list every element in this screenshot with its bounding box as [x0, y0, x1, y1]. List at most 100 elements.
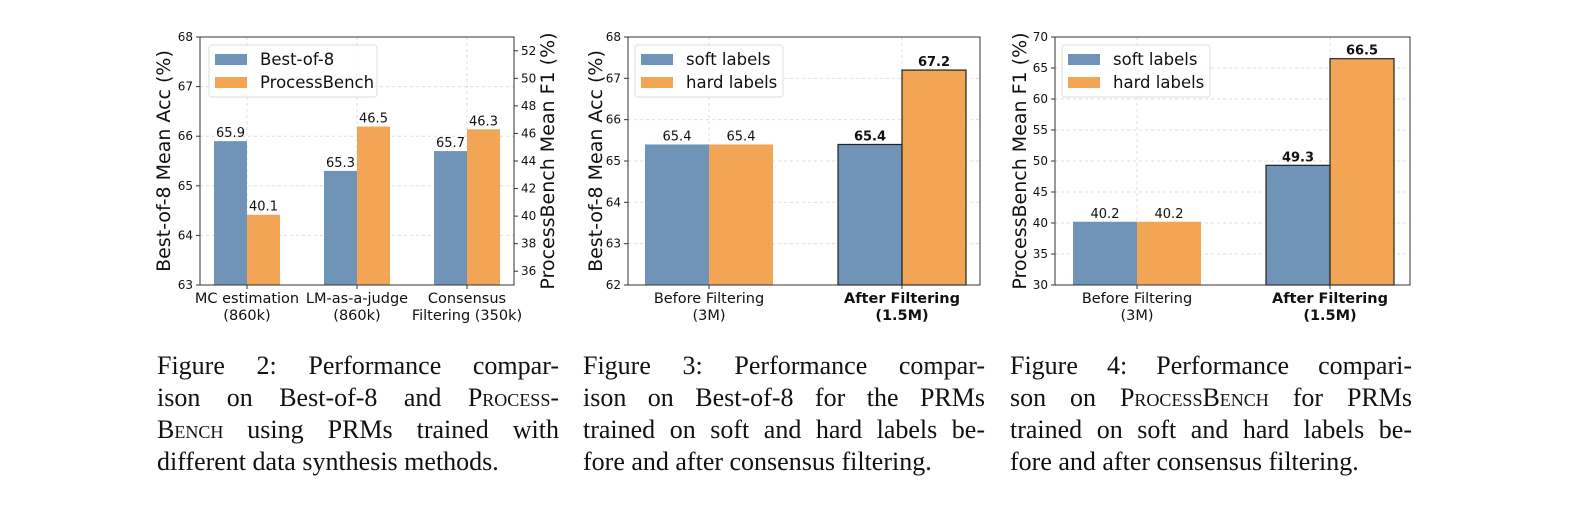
caption-line: ison on Best-of-8 and Process-: [157, 382, 559, 414]
caption-figure-3: Figure 3: Performance compar-ison on Bes…: [583, 350, 985, 478]
legend-swatch: [641, 77, 673, 88]
caption-line: trained on soft and hard labels be-: [583, 414, 985, 446]
caption-text: for PRMs: [1268, 383, 1412, 412]
caption-line: ison on Best-of-8 for the PRMs: [583, 382, 985, 414]
chart-3: 40.2 49.3 40.2 66.5 30 35 40 45 50 55 60 65 70Proces…: [1009, 30, 1411, 324]
legend-label: Best-of-8: [260, 50, 334, 69]
legend-swatch: [1068, 77, 1100, 88]
y-tick-label: 65: [606, 154, 621, 168]
y-right-tick-label: 48: [521, 99, 536, 113]
y-right-tick-label: 52: [521, 44, 536, 58]
caption-text: Figure 2: Performance compar-: [157, 351, 559, 380]
data-label: 65.9: [216, 126, 245, 141]
legend-swatch: [1068, 54, 1100, 65]
y-tick-label: 60: [1033, 92, 1048, 106]
data-label: 66.5: [1346, 44, 1378, 59]
data-label: 40.1: [249, 200, 278, 215]
caption-line: Bench using PRMs trained with: [157, 414, 559, 446]
data-label: 65.4: [854, 129, 886, 144]
caption-line: son on ProcessBench for PRMs: [1010, 382, 1412, 414]
x-tick-label: Before Filtering: [1082, 291, 1192, 307]
y-tick-label: 68: [178, 30, 193, 44]
caption-text: son on: [1010, 383, 1120, 412]
caption-line: trained on soft and hard labels be-: [1010, 414, 1412, 446]
legend-label: soft labels: [686, 50, 770, 69]
x-tick-label: MC estimation: [195, 291, 299, 307]
y-tick-label: 35: [1033, 247, 1048, 261]
y-axis-label: Best-of-8 Mean Acc (%): [153, 50, 175, 272]
caption-text: ison on Best-of-8 for the PRMs: [583, 383, 985, 412]
caption-line: fore and after consensus filtering.: [1010, 446, 1412, 478]
legend-swatch: [215, 54, 247, 65]
bar-best-of-8: [434, 151, 467, 285]
y-axis-label: ProcessBench Mean F1 (%): [1009, 32, 1031, 289]
bar-soft-labels: [837, 143, 903, 286]
bar-processbench: [467, 129, 500, 285]
y-tick-label: 64: [606, 195, 621, 209]
x-tick-label: (1.5M): [875, 308, 928, 324]
y-right-tick-label: 38: [521, 237, 536, 251]
legend-label: ProcessBench: [260, 73, 374, 92]
x-tick-label: (3M): [1120, 308, 1153, 324]
caption-figure-2: Figure 2: Performance compar-ison on Bes…: [157, 350, 559, 478]
data-label: 65.4: [663, 129, 692, 144]
y-right-tick-label: 44: [521, 154, 536, 168]
x-tick-label: LM-as-a-judge: [306, 291, 408, 307]
data-label: 65.4: [727, 129, 756, 144]
x-tick-label: Consensus: [428, 291, 506, 307]
y-tick-label: 65: [178, 179, 193, 193]
y-tick-label: 50: [1033, 154, 1048, 168]
y-tick-label: 67: [606, 71, 621, 85]
caption-line: different data synthesis methods.: [157, 446, 559, 478]
x-tick-label: Before Filtering: [654, 291, 764, 307]
y-tick-label: 65: [1033, 61, 1048, 75]
bar-soft-labels: [1073, 221, 1137, 285]
legend-label: hard labels: [686, 73, 777, 92]
caption-text: ProcessBench: [1119, 383, 1269, 412]
caption-text: Bench: [157, 415, 224, 444]
caption-text: using PRMs trained with: [223, 415, 559, 444]
y-tick-label: 55: [1033, 123, 1048, 137]
x-tick-label: (860k): [223, 308, 270, 324]
y-tick-label: 66: [606, 113, 621, 127]
bar-hard-labels: [901, 69, 967, 286]
x-tick-label: (3M): [692, 308, 725, 324]
legend-swatch: [215, 77, 247, 88]
y-tick-label: 63: [178, 278, 193, 292]
y-tick-label: 70: [1033, 30, 1048, 44]
caption-text: ison on Best-of-8 and: [157, 383, 468, 412]
y-tick-label: 67: [178, 80, 193, 94]
y-tick-label: 66: [178, 129, 193, 143]
caption-figure-4: Figure 4: Performance compari-son on Pro…: [1010, 350, 1412, 478]
caption-line: Figure 4: Performance compari-: [1010, 350, 1412, 382]
caption-line: Figure 2: Performance compar-: [157, 350, 559, 382]
caption-text: Figure 4: Performance compari-: [1010, 351, 1412, 380]
x-tick-label: After Filtering: [1272, 291, 1388, 307]
data-label: 40.2: [1091, 207, 1120, 222]
caption-text: fore and after consensus filtering.: [1010, 447, 1359, 476]
bar-soft-labels: [1265, 164, 1331, 286]
caption-line: Figure 3: Performance compar-: [583, 350, 985, 382]
legend-label: hard labels: [1113, 73, 1204, 92]
chart-1: 65.9 65.3 65.7 40.1 46.5 46.3 63 64 65 66 67 68 36 38…: [153, 30, 559, 324]
caption-text: fore and after consensus filtering.: [583, 447, 932, 476]
bar-hard-labels: [709, 144, 773, 285]
bar-best-of-8: [214, 141, 247, 285]
data-label: 49.3: [1282, 150, 1314, 165]
bar-hard-labels: [1329, 58, 1395, 286]
caption-text: Process-: [467, 383, 559, 412]
x-tick-label: (860k): [333, 308, 380, 324]
legend-swatch: [641, 54, 673, 65]
bar-processbench: [247, 214, 280, 285]
y-tick-label: 64: [178, 228, 193, 242]
chart-2: 65.4 65.4 65.4 67.2 62 63 64 65 66 67 68 Best-of-8 …: [585, 30, 981, 324]
y-right-tick-label: 40: [521, 209, 536, 223]
y-tick-label: 68: [606, 30, 621, 44]
data-label: 46.5: [359, 112, 388, 127]
data-label: 46.3: [469, 114, 498, 129]
y-axis-label: Best-of-8 Mean Acc (%): [585, 50, 607, 272]
y-tick-label: 63: [606, 237, 621, 251]
bar-processbench: [357, 126, 390, 285]
y-right-tick-label: 46: [521, 126, 536, 140]
